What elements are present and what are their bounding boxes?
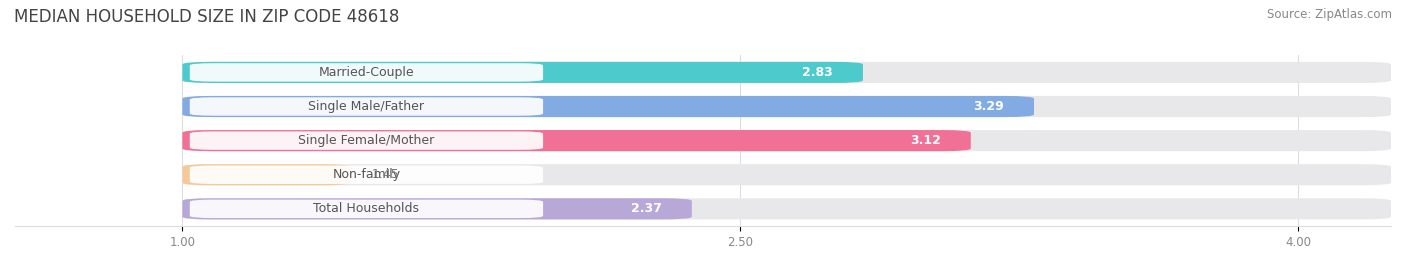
Text: Non-family: Non-family xyxy=(332,168,401,181)
FancyBboxPatch shape xyxy=(183,130,1391,151)
FancyBboxPatch shape xyxy=(190,165,543,184)
FancyBboxPatch shape xyxy=(183,130,970,151)
FancyBboxPatch shape xyxy=(183,198,1391,220)
FancyBboxPatch shape xyxy=(190,200,543,218)
FancyBboxPatch shape xyxy=(190,63,543,82)
FancyBboxPatch shape xyxy=(183,198,692,220)
FancyBboxPatch shape xyxy=(183,96,1391,117)
Text: 2.83: 2.83 xyxy=(803,66,834,79)
Text: Source: ZipAtlas.com: Source: ZipAtlas.com xyxy=(1267,8,1392,21)
FancyBboxPatch shape xyxy=(183,96,1033,117)
Text: Married-Couple: Married-Couple xyxy=(319,66,415,79)
Text: 3.29: 3.29 xyxy=(973,100,1004,113)
Text: Single Female/Mother: Single Female/Mother xyxy=(298,134,434,147)
Text: 1.45: 1.45 xyxy=(373,168,399,181)
FancyBboxPatch shape xyxy=(190,97,543,116)
Text: 2.37: 2.37 xyxy=(631,202,662,215)
FancyBboxPatch shape xyxy=(183,164,350,185)
FancyBboxPatch shape xyxy=(190,132,543,150)
FancyBboxPatch shape xyxy=(183,62,863,83)
Text: Single Male/Father: Single Male/Father xyxy=(308,100,425,113)
FancyBboxPatch shape xyxy=(183,164,1391,185)
Text: Total Households: Total Households xyxy=(314,202,419,215)
Text: 3.12: 3.12 xyxy=(910,134,941,147)
FancyBboxPatch shape xyxy=(183,62,1391,83)
Text: MEDIAN HOUSEHOLD SIZE IN ZIP CODE 48618: MEDIAN HOUSEHOLD SIZE IN ZIP CODE 48618 xyxy=(14,8,399,26)
